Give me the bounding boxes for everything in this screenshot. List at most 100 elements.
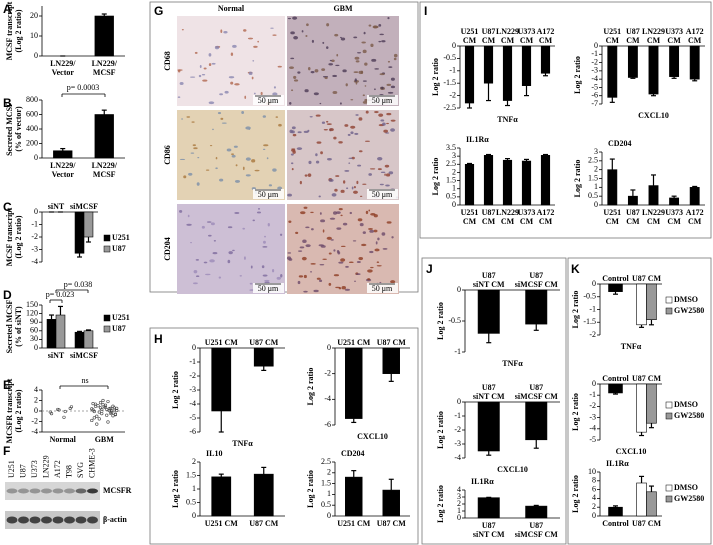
text-line: siMCSF CM [515, 280, 558, 289]
stained-cell [340, 214, 343, 217]
bar [525, 289, 548, 325]
y-tick-label: 0 [327, 511, 331, 520]
stained-cell [201, 225, 205, 229]
legend-swatch [665, 412, 673, 420]
x-tick-label: A172 CM [686, 208, 704, 226]
x-tick-label: U251 CM [461, 27, 479, 45]
x-tick-label: U87 CM [632, 519, 662, 528]
stained-cell [251, 76, 254, 80]
x-tick-label: LN229/Vector [50, 59, 76, 77]
bar [521, 45, 532, 86]
stained-cell [304, 174, 308, 177]
stained-cell [226, 148, 232, 152]
data-point [95, 422, 99, 426]
bar [689, 187, 700, 206]
stained-cell [338, 141, 343, 144]
stained-cell [256, 211, 261, 214]
legend-swatch [103, 325, 111, 333]
data-point [57, 408, 61, 412]
text-line: MCSF transcript [5, 1, 14, 60]
y-axis-label: Secreted MCSF(% of siNT) [5, 299, 23, 353]
stained-cell [313, 92, 319, 96]
stained-cell [177, 96, 181, 99]
text-line: U87 [529, 271, 543, 280]
stained-cell [379, 73, 385, 76]
stained-cell [303, 274, 307, 279]
x-tick-label: LN229 CM [496, 208, 519, 226]
bar [540, 155, 551, 206]
stained-cell [370, 212, 376, 216]
x-tick-label: siNT [48, 351, 65, 360]
bar [211, 476, 232, 517]
stained-cell [203, 67, 207, 70]
x-tick-label: U87 siNT CM [473, 383, 505, 401]
stained-cell [193, 269, 198, 274]
scale-bar-box [253, 283, 284, 293]
blot-band [41, 516, 52, 524]
stained-cell [251, 159, 256, 163]
stained-cell [356, 52, 362, 54]
stained-cell [278, 123, 282, 127]
text-line: LN229/ [92, 59, 118, 68]
stained-cell [291, 148, 296, 150]
bar [669, 197, 680, 206]
annotation: ns [81, 376, 88, 385]
stained-cell [273, 86, 276, 89]
stained-cell [209, 259, 215, 263]
y-tick-label: 3 [452, 151, 456, 160]
y-tick-label: 20 [30, 11, 38, 20]
y-tick-label: -3 [454, 439, 461, 448]
stained-cell [319, 212, 322, 215]
stained-cell [295, 231, 299, 235]
stained-cell [390, 128, 396, 132]
y-tick-label: 0 [452, 41, 456, 50]
data-point [92, 409, 96, 414]
text-line: U87 [529, 521, 543, 530]
stained-cell [335, 64, 340, 67]
x-tick-label: U87 CM [626, 208, 640, 226]
x-tick-label: siMCSF [70, 202, 98, 211]
stained-cell [293, 75, 297, 79]
stained-cell [322, 229, 325, 233]
stained-cell [373, 229, 378, 233]
stained-cell [277, 65, 282, 68]
x-tick-label: U87 CM [626, 27, 640, 45]
stained-cell [340, 258, 346, 262]
scale-bar-box [253, 95, 284, 105]
blot-band [52, 488, 64, 494]
stained-cell [371, 58, 377, 62]
stained-cell [297, 71, 301, 74]
stained-cell [242, 227, 246, 230]
stained-cell [393, 53, 398, 58]
data-point [98, 401, 103, 405]
stained-cell [350, 131, 354, 135]
x-tick-label: U87 CM [482, 27, 496, 45]
stained-cell [386, 221, 392, 224]
chart-title: CXCL10 [357, 432, 388, 441]
bar [502, 45, 513, 101]
data-point [63, 409, 67, 414]
panel-letter: D [3, 288, 12, 302]
stained-cell [297, 131, 302, 134]
stained-cell [377, 168, 382, 171]
panel-letter: B [3, 96, 12, 110]
data-point [92, 416, 96, 420]
x-tick-label: U87 siNT CM [473, 271, 505, 289]
text-line: LN229/ [50, 59, 76, 68]
stained-cell [316, 141, 322, 144]
y-tick-label: 120 [26, 308, 38, 317]
panel-letter: F [3, 444, 10, 458]
stained-cell [329, 217, 336, 220]
blot-band [87, 488, 98, 494]
blot-band [29, 488, 41, 494]
y-tick-label: 0.5 [588, 191, 598, 200]
y-tick-label: -2 [454, 425, 461, 434]
stained-cell [307, 66, 311, 71]
stained-cell [235, 164, 238, 167]
stained-cell [195, 275, 200, 277]
text-line: U251 [603, 27, 621, 36]
y-axis-label: Log 2 ratio [431, 58, 440, 96]
column-header: Normal [218, 4, 245, 13]
data-point [91, 402, 95, 406]
y-tick-label: -2 [589, 330, 596, 339]
